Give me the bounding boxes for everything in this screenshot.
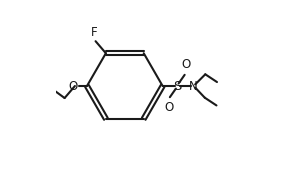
- Text: O: O: [181, 58, 190, 71]
- Text: S: S: [173, 79, 181, 93]
- Text: O: O: [164, 101, 174, 114]
- Text: N: N: [189, 79, 198, 93]
- Text: F: F: [91, 26, 97, 39]
- Text: O: O: [68, 79, 78, 93]
